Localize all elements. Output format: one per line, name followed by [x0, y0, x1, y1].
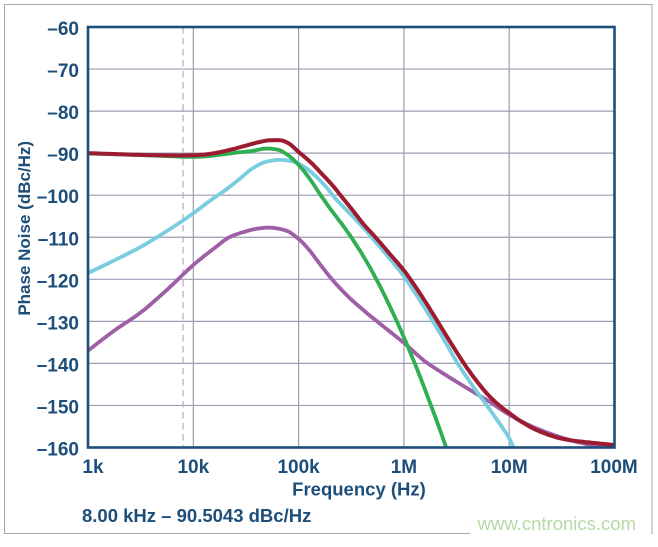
svg-text:10k: 10k — [177, 457, 209, 478]
svg-text:–80: –80 — [47, 103, 79, 124]
svg-text:–60: –60 — [47, 19, 79, 40]
svg-text:–110: –110 — [38, 229, 79, 250]
svg-text:100k: 100k — [277, 457, 320, 478]
svg-text:Phase Noise (dBc/Hz): Phase Noise (dBc/Hz) — [15, 141, 34, 316]
svg-text:1M: 1M — [391, 457, 417, 478]
svg-text:–150: –150 — [37, 397, 79, 418]
svg-text:8.00 kHz – 90.5043 dBc/Hz: 8.00 kHz – 90.5043 dBc/Hz — [82, 505, 311, 526]
svg-text:–90: –90 — [47, 145, 79, 166]
svg-text:–130: –130 — [37, 313, 79, 334]
svg-text:1k: 1k — [82, 457, 104, 478]
svg-text:–120: –120 — [37, 271, 79, 292]
svg-text:–160: –160 — [37, 440, 79, 461]
svg-text:–70: –70 — [47, 61, 79, 82]
svg-text:10M: 10M — [491, 457, 528, 478]
svg-text:Frequency (Hz): Frequency (Hz) — [292, 479, 426, 500]
svg-text:www.cntronics.com: www.cntronics.com — [477, 513, 636, 534]
svg-text:100M: 100M — [590, 457, 638, 478]
svg-text:–100: –100 — [37, 187, 79, 208]
svg-text:–140: –140 — [37, 355, 79, 376]
